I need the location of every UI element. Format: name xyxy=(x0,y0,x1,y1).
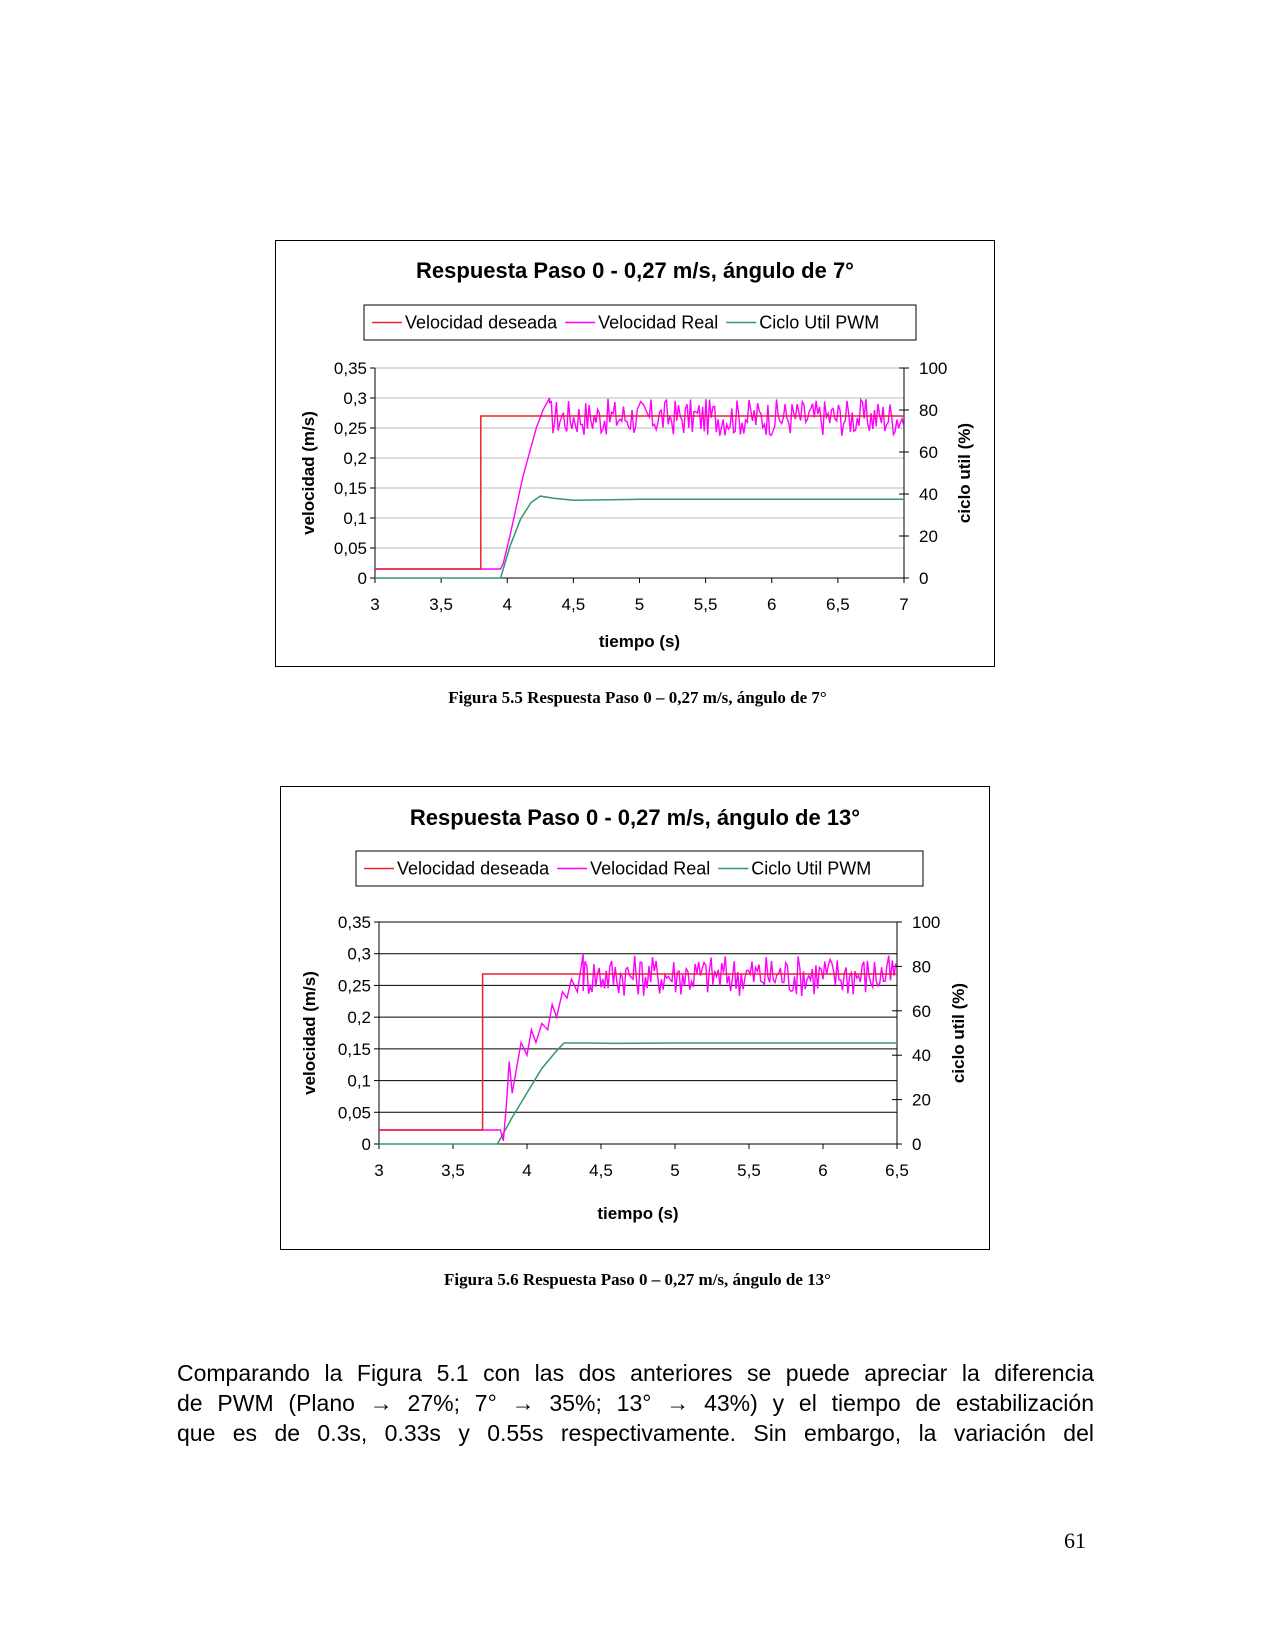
chart-title: Respuesta Paso 0 - 0,27 m/s, ángulo de 1… xyxy=(410,805,860,830)
body-line: Comparando la Figura 5.1 con las dos ant… xyxy=(177,1360,1094,1386)
y-tick-label: 0 xyxy=(362,1135,371,1154)
figure-caption: Figura 5.5 Respuesta Paso 0 – 0,27 m/s, … xyxy=(448,688,827,707)
x-tick-label: 3,5 xyxy=(441,1161,465,1180)
x-tick-label: 4 xyxy=(522,1161,531,1180)
legend-label: Velocidad Real xyxy=(590,859,710,879)
x-tick-label: 6 xyxy=(767,595,776,614)
x-axis-label: tiempo (s) xyxy=(599,632,680,651)
y-tick-label: 0 xyxy=(358,569,367,588)
y-axis-label: velocidad (m/s) xyxy=(300,971,319,1095)
x-tick-label: 5,5 xyxy=(737,1161,761,1180)
y2-axis-label: ciclo util (%) xyxy=(955,423,974,523)
series-line-velocidad-deseada xyxy=(379,973,897,1131)
x-tick-label: 7 xyxy=(899,595,908,614)
y2-tick-label: 100 xyxy=(919,359,947,378)
chart-legend xyxy=(355,850,924,887)
x-tick-label: 4,5 xyxy=(562,595,586,614)
y2-tick-label: 0 xyxy=(912,1135,921,1154)
y-tick-label: 0,05 xyxy=(334,539,367,558)
x-tick-label: 3 xyxy=(370,595,379,614)
body-line: de PWM (Plano → 27%; 7° → 35%; 13° → 43%… xyxy=(177,1390,1094,1416)
legend-label: Velocidad deseada xyxy=(397,859,550,879)
x-tick-label: 5 xyxy=(670,1161,679,1180)
y2-axis-label: ciclo util (%) xyxy=(949,983,968,1083)
body-line: que es de 0.3s, 0.33s y 0.55s respectiva… xyxy=(177,1420,1094,1446)
x-tick-label: 5 xyxy=(635,595,644,614)
x-tick-label: 4 xyxy=(503,595,512,614)
y-tick-label: 0,25 xyxy=(338,976,371,995)
y-tick-label: 0,35 xyxy=(334,359,367,378)
figure-5-5-chart: Respuesta Paso 0 - 0,27 m/s, ángulo de 7… xyxy=(275,240,995,667)
y2-tick-label: 80 xyxy=(919,401,938,420)
body-paragraph: Comparando la Figura 5.1 con las dos ant… xyxy=(177,1358,1094,1448)
series-line-ciclo-util-pwm xyxy=(375,495,904,579)
y-tick-label: 0,2 xyxy=(343,449,367,468)
chart-svg: Respuesta Paso 0 - 0,27 m/s, ángulo de 7… xyxy=(299,258,974,651)
chart-legend xyxy=(363,304,917,341)
y2-tick-label: 20 xyxy=(919,527,938,546)
chart-title: Respuesta Paso 0 - 0,27 m/s, ángulo de 7… xyxy=(416,258,854,283)
y-tick-label: 0,25 xyxy=(334,419,367,438)
legend-label: Ciclo Util PWM xyxy=(751,859,871,879)
y2-tick-label: 0 xyxy=(919,569,928,588)
y-tick-label: 0,15 xyxy=(338,1040,371,1059)
y-tick-label: 0,1 xyxy=(343,509,367,528)
chart-svg: Respuesta Paso 0 - 0,27 m/s, ángulo de 1… xyxy=(300,805,968,1223)
x-tick-label: 5,5 xyxy=(694,595,718,614)
y-tick-label: 0,3 xyxy=(347,945,371,964)
figure-5-6-chart: Respuesta Paso 0 - 0,27 m/s, ángulo de 1… xyxy=(280,786,990,1250)
y-tick-label: 0,35 xyxy=(338,913,371,932)
page-number: 61 xyxy=(1064,1528,1086,1553)
y2-tick-label: 60 xyxy=(912,1002,931,1021)
y2-tick-label: 60 xyxy=(919,443,938,462)
x-tick-label: 6,5 xyxy=(885,1161,909,1180)
legend-label: Ciclo Util PWM xyxy=(759,313,879,333)
series-line-ciclo-util-pwm xyxy=(379,1042,897,1145)
legend-label: Velocidad deseada xyxy=(405,313,558,333)
x-tick-label: 6 xyxy=(818,1161,827,1180)
x-tick-label: 3 xyxy=(374,1161,383,1180)
y-axis-label: velocidad (m/s) xyxy=(299,411,318,535)
y2-tick-label: 80 xyxy=(912,957,931,976)
legend-label: Velocidad Real xyxy=(598,313,718,333)
x-tick-label: 6,5 xyxy=(826,595,850,614)
series-line-velocidad-deseada xyxy=(375,415,904,570)
series-line-velocidad-real xyxy=(379,953,897,1141)
y-tick-label: 0,05 xyxy=(338,1103,371,1122)
y-tick-label: 0,15 xyxy=(334,479,367,498)
x-tick-label: 4,5 xyxy=(589,1161,613,1180)
y2-tick-label: 40 xyxy=(912,1046,931,1065)
y2-tick-label: 100 xyxy=(912,913,940,932)
figure-caption: Figura 5.6 Respuesta Paso 0 – 0,27 m/s, … xyxy=(444,1270,831,1289)
y-tick-label: 0,3 xyxy=(343,389,367,408)
x-axis-label: tiempo (s) xyxy=(597,1204,678,1223)
x-tick-label: 3,5 xyxy=(429,595,453,614)
y2-tick-label: 40 xyxy=(919,485,938,504)
y-tick-label: 0,1 xyxy=(347,1072,371,1091)
y2-tick-label: 20 xyxy=(912,1091,931,1110)
y-tick-label: 0,2 xyxy=(347,1008,371,1027)
series-line-velocidad-real xyxy=(375,397,905,570)
